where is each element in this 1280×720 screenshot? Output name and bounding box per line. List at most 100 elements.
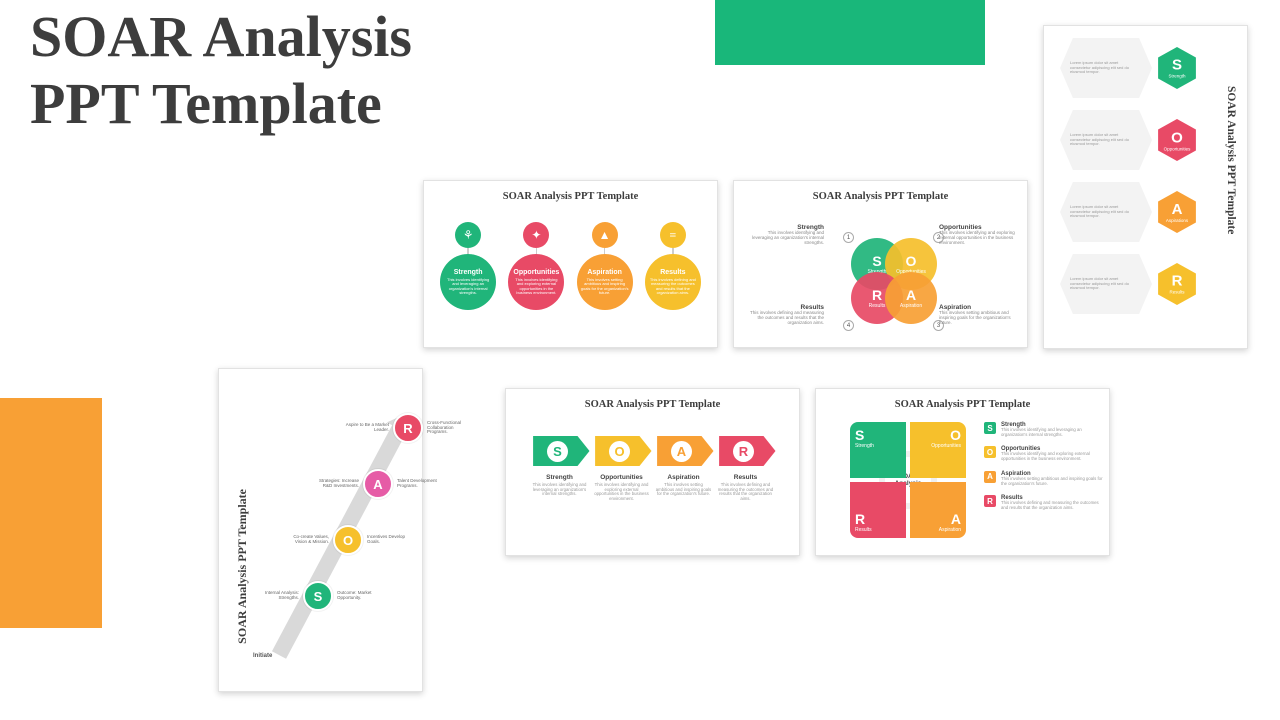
chevron-label: Strength (546, 474, 573, 481)
legend-row-o: OOpportunitiesThis involves identifying … (984, 446, 1107, 461)
word: Results (869, 303, 886, 309)
soar-circle: Strength This involves identifying and le… (440, 254, 496, 310)
letter: A (951, 511, 961, 527)
hex-row-r: Lorem ipsum dolor sit amet consectetur a… (1060, 254, 1198, 314)
path-node-r: Aspire to Be a Market Leader.RCross-Func… (345, 413, 471, 443)
soar-desc: This involves identifying and exploring … (512, 278, 560, 296)
soar-label: Results (660, 269, 685, 276)
slide-title: SOAR Analysis PPT Template (734, 181, 1027, 206)
side-desc: This involves setting ambitious and insp… (939, 311, 1017, 326)
soar-label: Strength (454, 269, 483, 276)
page-title-line2: PPT Template (30, 71, 382, 136)
path-node-o: Co-create Values, Vision & Mission.OInce… (285, 525, 411, 555)
letter: R (1169, 273, 1184, 290)
soar-item-o: ✦OpportunitiesThis involves identifying … (508, 222, 564, 310)
chevron-desc: This involves identifying and exploring … (593, 483, 651, 502)
chevron-s: S Strength This involves identifying and l… (530, 436, 590, 502)
venn-side-text: ResultsThis involves defining and measur… (746, 304, 824, 326)
letter: R (872, 287, 882, 303)
venn-side-text: AspirationThis involves setting ambitiou… (939, 304, 1017, 326)
slide-arrow-path: SOAR Analysis PPT Template Aspire to Be … (218, 368, 423, 692)
hexagon: OOpportunities (1156, 119, 1198, 161)
chevron-letter: S (547, 441, 568, 462)
hex-text-bg: Lorem ipsum dolor sit amet consectetur a… (1060, 38, 1152, 98)
word: Strength (1168, 74, 1185, 79)
side-desc: This involves defining and measuring the… (746, 311, 824, 326)
hex-row-a: Lorem ipsum dolor sit amet consectetur a… (1060, 182, 1198, 242)
hex-desc: Lorem ipsum dolor sit amet consectetur a… (1070, 61, 1134, 75)
slide-venn: SOAR Analysis PPT Template SStrength1OOp… (733, 180, 1028, 348)
word: Results (855, 527, 901, 533)
venn-side-text: StrengthThis involves identifying and le… (746, 224, 824, 246)
node-left-text: Strategies: Increase R&D Investments. (315, 479, 359, 489)
node-right-text: Outcome: Market Opportunity. (337, 591, 381, 601)
legend-desc: This involves identifying and exploring … (1001, 452, 1107, 461)
path-node-a: Strategies: Increase R&D Investments.ATa… (315, 469, 441, 499)
hexagon: AAspirations (1156, 191, 1198, 233)
legend-desc: This involves identifying and leveraging… (1001, 428, 1107, 437)
node-circle: O (333, 525, 363, 555)
word: Results (1169, 290, 1184, 295)
legend-box: A (984, 471, 996, 483)
letter: S (855, 427, 901, 443)
quadrant-s: SStrength (850, 422, 906, 478)
letter: A (1166, 201, 1188, 218)
node-circle: R (393, 413, 423, 443)
slide-title: SOAR Analysis PPT Template (235, 489, 250, 644)
chevron-label: Opportunities (600, 474, 643, 481)
hex-desc: Lorem ipsum dolor sit amet consectetur a… (1070, 205, 1134, 219)
soar-icon: ≡ (660, 222, 686, 248)
soar-icon: ▲ (592, 222, 618, 248)
legend-box: R (984, 495, 996, 507)
slide-hexagons: SOAR Analysis PPT Template Lorem ipsum d… (1043, 25, 1248, 349)
slide-title: SOAR Analysis PPT Template (816, 389, 1109, 414)
chevron-desc: This involves identifying and leveraging… (531, 483, 589, 497)
node-right-text: Incentives Develop Goals. (367, 535, 411, 545)
quadrant-o: OOpportunities (910, 422, 966, 478)
soar-icon: ⚘ (455, 222, 481, 248)
soar-item-s: ⚘ Strength This involves identifying and l… (440, 222, 496, 310)
hexagon: RResults (1156, 263, 1198, 305)
venn-number: 4 (843, 320, 854, 331)
node-circle: S (303, 581, 333, 611)
legend-desc: This involves defining and measuring the… (1001, 501, 1107, 510)
slide-quadrant: SOAR Analysis PPT Template SOAR Analysis… (815, 388, 1110, 556)
soar-desc: This involves identifying and leveraging… (444, 278, 492, 296)
chevron-shape: A (654, 436, 714, 466)
legend-box: O (984, 446, 996, 458)
hex-text-bg: Lorem ipsum dolor sit amet consectetur a… (1060, 254, 1152, 314)
initiate-label: Initiate (253, 653, 272, 659)
quadrant-r: RResults (850, 482, 906, 538)
chevron-shape: S (530, 436, 590, 466)
soar-desc: This involves setting ambitious and insp… (581, 278, 629, 296)
slide-title: SOAR Analysis PPT Template (424, 181, 717, 206)
decor-green-block (715, 0, 985, 65)
node-left-text: Internal Analysis: Strengths. (255, 591, 299, 601)
legend-row-r: RResultsThis involves defining and measu… (984, 495, 1107, 510)
soar-circle: AspirationThis involves setting ambitiou… (577, 254, 633, 310)
hex-text-bg: Lorem ipsum dolor sit amet consectetur a… (1060, 110, 1152, 170)
hex-desc: Lorem ipsum dolor sit amet consectetur a… (1070, 133, 1134, 147)
page-title: SOAR Analysis PPT Template (30, 4, 412, 137)
soar-circle: OpportunitiesThis involves identifying a… (508, 254, 564, 310)
chevron-a: AAspirationThis involves setting ambitio… (654, 436, 714, 502)
page-title-line1: SOAR Analysis (30, 4, 412, 69)
legend-desc: This involves setting ambitious and insp… (1001, 477, 1107, 486)
word: Strength (855, 443, 901, 449)
letter: O (1164, 129, 1191, 146)
venn-a: AAspiration (885, 272, 937, 324)
node-left-text: Aspire to Be a Market Leader. (345, 423, 389, 433)
venn-number: 1 (843, 232, 854, 243)
side-desc: This involves identifying and exploring … (939, 231, 1017, 246)
decor-orange-block (0, 398, 102, 628)
letter: O (950, 427, 961, 443)
letter: O (906, 253, 917, 269)
node-right-text: Talent Development Programs. (397, 479, 441, 489)
letter: S (1168, 57, 1185, 74)
quadrant-a: AAspiration (910, 482, 966, 538)
hex-text-bg: Lorem ipsum dolor sit amet consectetur a… (1060, 182, 1152, 242)
word: Aspirations (1166, 218, 1188, 223)
word: Aspiration (939, 527, 961, 533)
letter: A (906, 287, 916, 303)
chevron-letter: O (609, 441, 630, 462)
